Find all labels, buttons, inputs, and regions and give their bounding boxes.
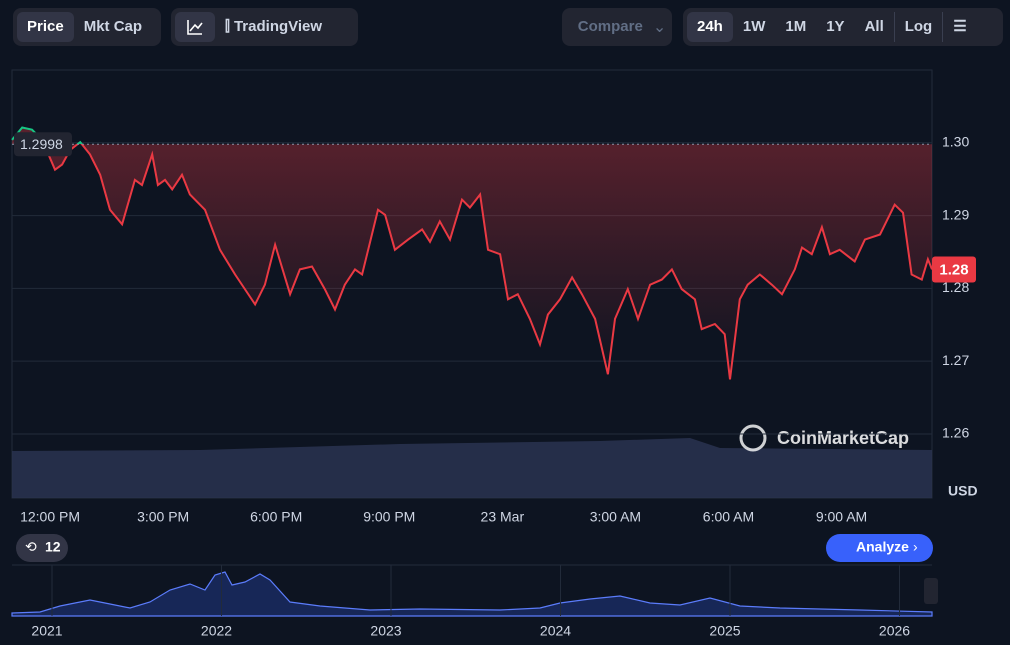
range-button[interactable]: All (864, 18, 884, 35)
reference-tag-bg (14, 132, 72, 157)
y-tick-label: 1.30 (942, 133, 969, 149)
y-tick-label: 1.26 (942, 425, 969, 441)
x-tick-label: 9:00 AM (816, 509, 867, 525)
range-button[interactable]: 24h (687, 12, 733, 42)
x-tick-label: 3:00 PM (137, 509, 189, 525)
settings-button[interactable]: ☰ (942, 12, 976, 42)
tradingview-label: TradingView (233, 18, 323, 35)
overview-year: 2024 (540, 623, 571, 639)
price-line (11, 126, 933, 380)
overview-year: 2021 (31, 623, 62, 639)
volume-bars (12, 438, 932, 498)
chevron: › (913, 539, 918, 555)
overview-year: 2026 (879, 623, 910, 639)
badge-count: 12 (45, 539, 61, 555)
price-area (12, 127, 932, 380)
analyze-button[interactable]: Analyze › (826, 534, 933, 562)
overview (11, 564, 938, 617)
x-tick-label: 6:00 AM (703, 509, 754, 525)
overview-year: 2022 (201, 623, 232, 639)
plot-frame (11, 69, 933, 499)
tradingview-button[interactable]: ⫿ TradingView (225, 18, 323, 35)
line-view-button[interactable] (175, 12, 215, 42)
history-badge[interactable]: 12 ⟲ (16, 534, 68, 562)
overview-handle[interactable] (924, 578, 938, 604)
y-axis-label: USD (948, 483, 978, 499)
y-tick-label: 1.28 (942, 279, 969, 295)
watermark: CoinMarketCap (739, 424, 909, 452)
range-toggle: 24h 1W 1M 1Y All Log ☰ (683, 8, 1003, 46)
compare-label: Compare (577, 18, 643, 35)
y-tick-label: 1.27 (942, 352, 969, 368)
x-tick-label: 3:00 AM (590, 509, 641, 525)
watermark-text: CoinMarketCap (777, 428, 909, 448)
range-button[interactable]: 1M (785, 18, 807, 35)
log-button[interactable]: Log (893, 12, 943, 42)
history-icon: ⟲ (25, 539, 37, 555)
compare-dropdown[interactable]: Compare ⌄ (562, 8, 672, 46)
reference-tag: 1.2998 (20, 136, 63, 152)
analyze-label: Analyze (856, 539, 909, 555)
price-tag: 1.28 (939, 261, 968, 278)
x-tick-label: 12:00 PM (20, 509, 80, 525)
line-icon (187, 20, 203, 35)
metric-toggle: Price Mkt Cap (13, 8, 161, 46)
y-tick-label: 1.29 (942, 206, 969, 222)
mktcap-button[interactable]: Mkt Cap (83, 18, 143, 35)
x-tick-label: 9:00 PM (363, 509, 415, 525)
overview-year: 2025 (709, 623, 740, 639)
overview-area (11, 571, 933, 617)
price-tag-bg (932, 256, 976, 283)
range-button[interactable]: 1Y (826, 18, 845, 35)
x-tick-label: 23 Mar (481, 509, 525, 525)
chevron: ⌄ (652, 19, 667, 36)
overview-year: 2023 (370, 623, 401, 639)
view-toggle: ⫿ TradingView (171, 8, 358, 46)
range-button[interactable]: 1W (742, 18, 766, 35)
x-tick-label: 6:00 PM (250, 509, 302, 525)
price-button[interactable]: Price (17, 12, 74, 42)
